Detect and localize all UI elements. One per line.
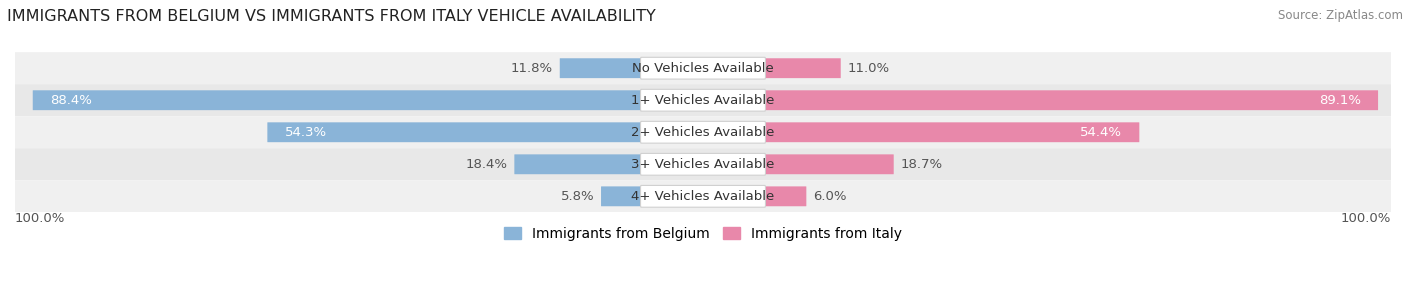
Text: 88.4%: 88.4% [51,94,91,107]
FancyBboxPatch shape [560,58,641,78]
FancyBboxPatch shape [14,52,1392,84]
Text: 6.0%: 6.0% [813,190,846,203]
Text: 4+ Vehicles Available: 4+ Vehicles Available [631,190,775,203]
Text: 100.0%: 100.0% [15,212,65,225]
Text: 54.3%: 54.3% [284,126,326,139]
FancyBboxPatch shape [765,154,894,174]
FancyBboxPatch shape [600,186,641,206]
Text: 5.8%: 5.8% [561,190,595,203]
Text: 54.4%: 54.4% [1080,126,1122,139]
Text: 18.4%: 18.4% [465,158,508,171]
FancyBboxPatch shape [765,58,841,78]
FancyBboxPatch shape [765,186,806,206]
FancyBboxPatch shape [765,90,1378,110]
Text: Source: ZipAtlas.com: Source: ZipAtlas.com [1278,9,1403,21]
Text: IMMIGRANTS FROM BELGIUM VS IMMIGRANTS FROM ITALY VEHICLE AVAILABILITY: IMMIGRANTS FROM BELGIUM VS IMMIGRANTS FR… [7,9,655,23]
FancyBboxPatch shape [641,57,765,79]
Text: 1+ Vehicles Available: 1+ Vehicles Available [631,94,775,107]
Text: 18.7%: 18.7% [900,158,942,171]
FancyBboxPatch shape [515,154,641,174]
FancyBboxPatch shape [14,116,1392,148]
FancyBboxPatch shape [765,122,1139,142]
Text: 89.1%: 89.1% [1319,94,1361,107]
Text: 3+ Vehicles Available: 3+ Vehicles Available [631,158,775,171]
Legend: Immigrants from Belgium, Immigrants from Italy: Immigrants from Belgium, Immigrants from… [503,227,903,241]
FancyBboxPatch shape [641,153,765,175]
Text: 11.8%: 11.8% [510,62,553,75]
FancyBboxPatch shape [641,89,765,111]
FancyBboxPatch shape [267,122,641,142]
FancyBboxPatch shape [641,121,765,143]
FancyBboxPatch shape [14,180,1392,212]
Text: 100.0%: 100.0% [1341,212,1391,225]
FancyBboxPatch shape [641,185,765,207]
FancyBboxPatch shape [14,84,1392,116]
Text: 2+ Vehicles Available: 2+ Vehicles Available [631,126,775,139]
FancyBboxPatch shape [14,148,1392,180]
Text: 11.0%: 11.0% [848,62,890,75]
Text: No Vehicles Available: No Vehicles Available [633,62,773,75]
FancyBboxPatch shape [32,90,641,110]
